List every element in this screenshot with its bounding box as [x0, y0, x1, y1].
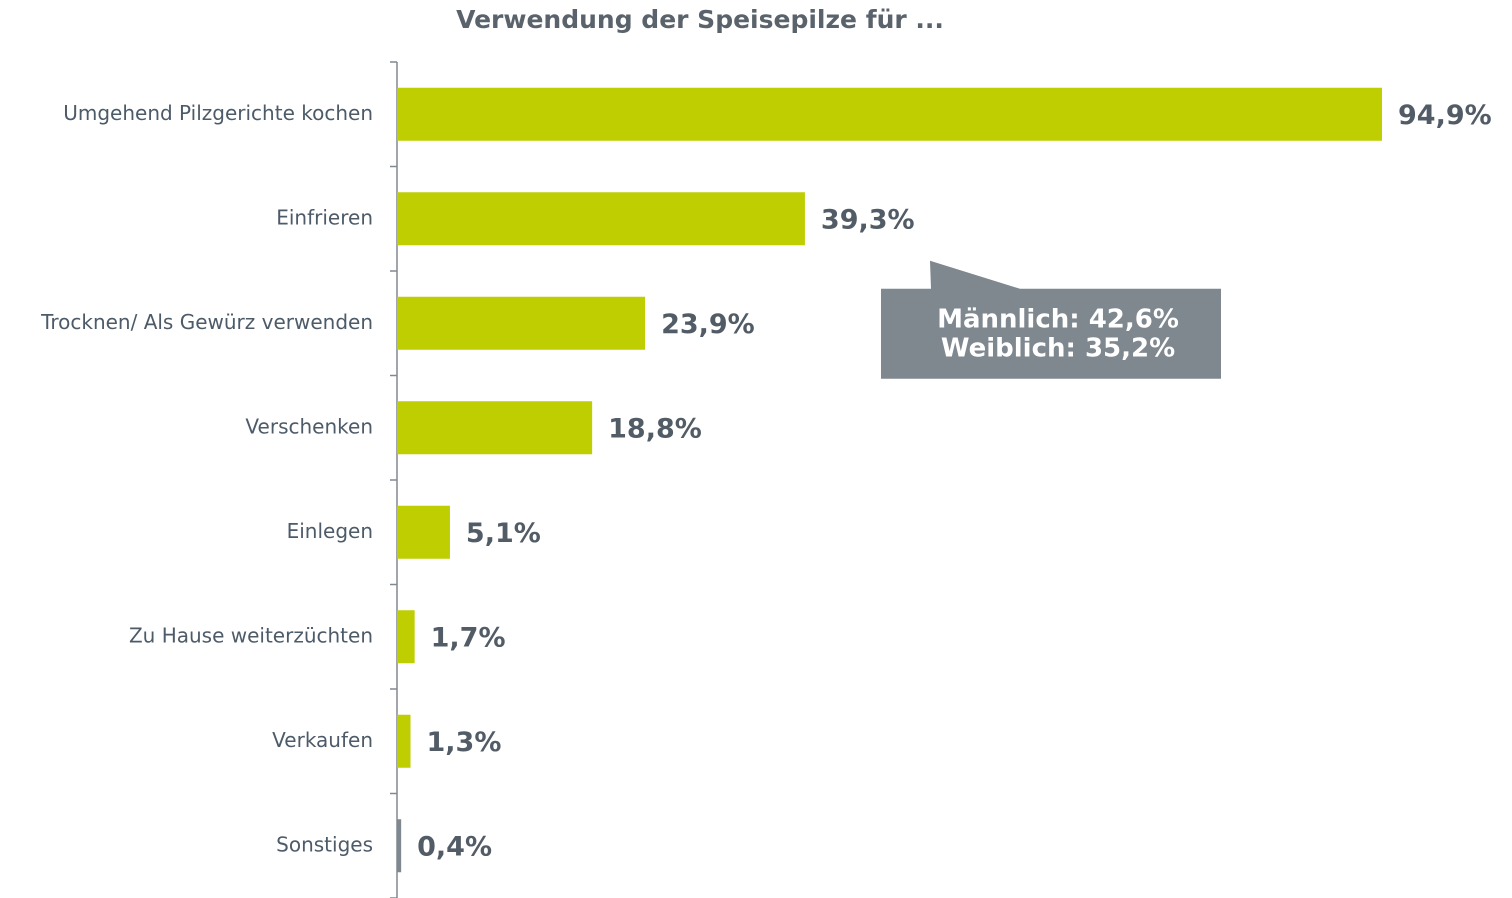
value-label: 5,1%	[466, 518, 541, 549]
chart-title: Verwendung der Speisepilze für ...	[456, 5, 944, 34]
category-label: Verkaufen	[272, 728, 373, 752]
category-label: Zu Hause weiterzüchten	[129, 623, 373, 647]
bar	[397, 505, 450, 559]
category-label: Einlegen	[287, 519, 373, 543]
bar	[397, 610, 415, 664]
bar	[397, 714, 411, 768]
category-label: Sonstiges	[276, 832, 373, 856]
bar	[397, 819, 402, 873]
value-label: 0,4%	[417, 831, 492, 862]
value-label: 1,7%	[431, 622, 506, 653]
value-label: 18,8%	[608, 413, 702, 444]
bar	[397, 192, 805, 246]
category-label: Verschenken	[245, 414, 373, 438]
value-label: 94,9%	[1398, 100, 1492, 131]
callout-box	[881, 260, 1221, 379]
category-label: Umgehend Pilzgerichte kochen	[63, 101, 373, 125]
callout-text: Männlich: 42,6%	[937, 304, 1179, 334]
bar	[397, 87, 1382, 141]
value-label: 23,9%	[661, 309, 755, 340]
callout-text: Weiblich: 35,2%	[941, 333, 1175, 363]
value-label: 39,3%	[821, 204, 915, 235]
bar	[397, 296, 646, 350]
category-label: Einfrieren	[276, 205, 373, 229]
bar	[397, 401, 593, 455]
value-label: 1,3%	[426, 727, 501, 758]
category-label: Trocknen/ Als Gewürz verwenden	[40, 310, 373, 334]
